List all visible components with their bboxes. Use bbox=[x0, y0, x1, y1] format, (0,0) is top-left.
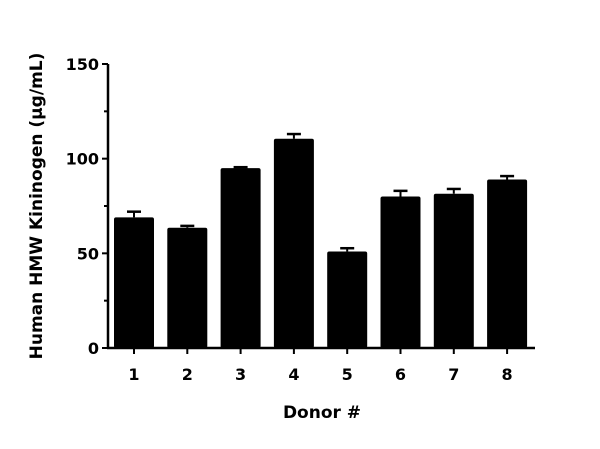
x-tick-label: 2 bbox=[182, 365, 193, 384]
y-tick-label: 150 bbox=[66, 55, 99, 74]
bar-donor-3 bbox=[220, 168, 261, 348]
y-axis-title: Human HMW Kininogen (μg/mL) bbox=[27, 53, 47, 360]
bar-donor-8 bbox=[487, 179, 528, 348]
y-tick-label: 0 bbox=[88, 339, 99, 358]
x-axis-title: Donor # bbox=[283, 403, 361, 423]
x-tick-label: 4 bbox=[288, 365, 299, 384]
bar-donor-2 bbox=[167, 227, 208, 348]
x-tick-label: 3 bbox=[235, 365, 246, 384]
y-tick-label: 50 bbox=[77, 244, 99, 263]
x-tick-label: 1 bbox=[128, 365, 139, 384]
bar-donor-1 bbox=[114, 217, 154, 348]
x-tick-label: 5 bbox=[342, 365, 353, 384]
x-tick-label: 8 bbox=[502, 365, 513, 384]
x-tick-label: 7 bbox=[448, 365, 459, 384]
bar-donor-6 bbox=[380, 196, 421, 348]
bar-donor-4 bbox=[273, 138, 314, 348]
y-tick-label: 100 bbox=[66, 150, 99, 169]
bar-donor-7 bbox=[433, 193, 474, 348]
x-tick-label: 6 bbox=[395, 365, 406, 384]
bar-donor-5 bbox=[327, 251, 368, 348]
